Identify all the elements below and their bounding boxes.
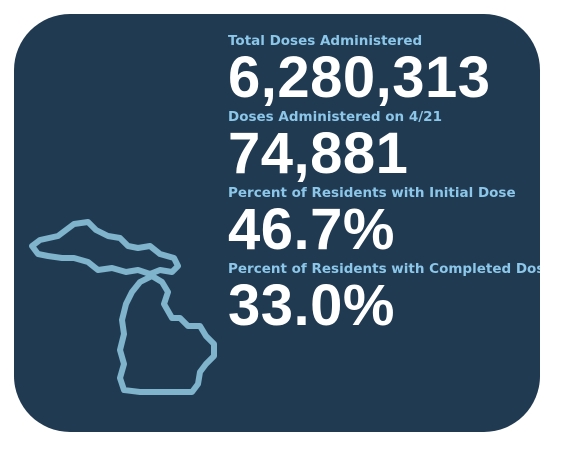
stat-label: Percent of Residents with Completed Dose <box>228 261 540 277</box>
stat-total-doses: Total Doses Administered 6,280,313 <box>228 32 538 110</box>
stat-value: 74,881 <box>228 121 409 186</box>
stat-initial-dose-percent: Percent of Residents with Initial Dose 4… <box>228 184 538 262</box>
stat-value: 46.7% <box>228 197 395 262</box>
stat-value: 33.0% <box>228 273 395 338</box>
stat-label: Total Doses Administered <box>228 33 423 49</box>
vaccine-stats-card: Total Doses Administered 6,280,313 Doses… <box>14 14 540 432</box>
stat-label: Doses Administered on 4/21 <box>228 109 442 125</box>
stat-doses-on-date: Doses Administered on 4/21 74,881 <box>228 108 538 186</box>
stat-label: Percent of Residents with Initial Dose <box>228 185 516 201</box>
stats-list: Total Doses Administered 6,280,313 Doses… <box>228 32 540 338</box>
stat-completed-dose-percent: Percent of Residents with Completed Dose… <box>228 260 540 338</box>
stat-value: 6,280,313 <box>228 45 491 110</box>
